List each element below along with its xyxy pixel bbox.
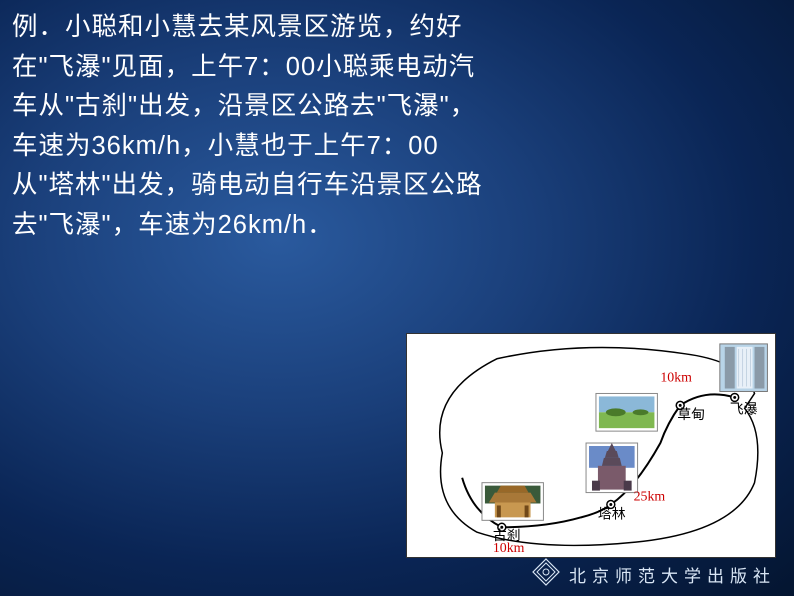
grassland-icon — [596, 393, 657, 431]
distance-1: 10km — [660, 371, 692, 386]
pagoda-icon — [586, 443, 638, 493]
label-caodian: 草甸 — [677, 407, 705, 423]
problem-text: 例．小聪和小慧去某风景区游览，约好在"飞瀑"见面，上午7：00小聪乘电动汽车从"… — [12, 8, 487, 245]
waterfall-icon — [720, 344, 768, 392]
publisher-name: 北京师范大学出版社 — [569, 562, 776, 587]
map-svg: 飞瀑 草甸 塔林 古刹 10km 25km 10km — [407, 334, 775, 557]
distance-3: 10km — [493, 541, 525, 556]
distance-2: 25km — [634, 490, 666, 505]
publisher-icon — [531, 557, 561, 592]
publisher-logo: 北京师范大学出版社 — [531, 557, 776, 592]
temple-icon — [482, 483, 543, 521]
label-talin: 塔林 — [598, 506, 626, 522]
label-feipu: 飞瀑 — [730, 401, 758, 417]
scenic-map: 飞瀑 草甸 塔林 古刹 10km 25km 10km — [406, 333, 776, 558]
